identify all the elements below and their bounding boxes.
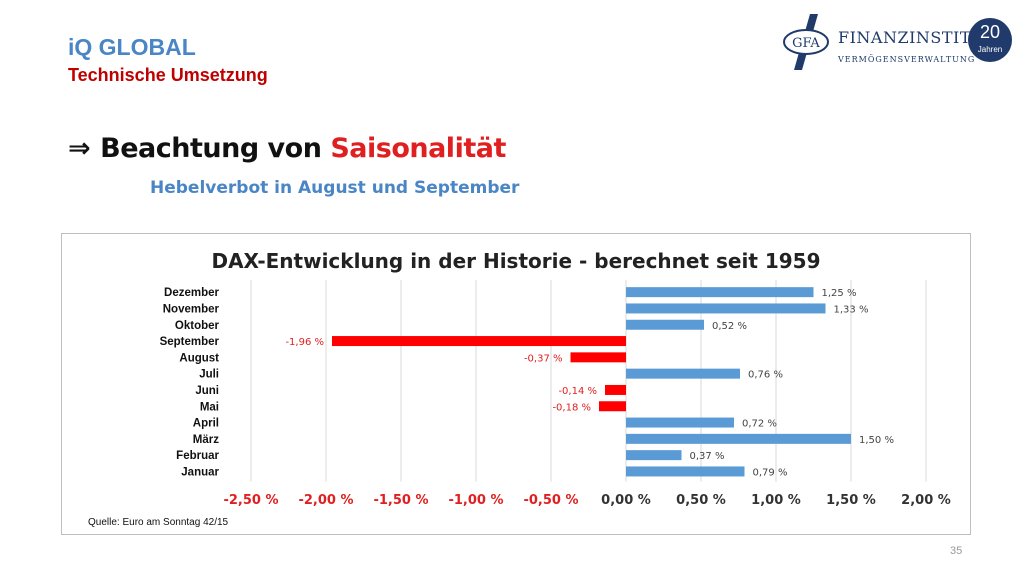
page-number: 35 xyxy=(950,545,963,557)
category-label: Januar xyxy=(181,466,219,478)
header-subtitle: Technische Umsetzung xyxy=(68,65,268,85)
category-label: August xyxy=(179,352,219,364)
header-title: iQ GLOBAL xyxy=(68,34,196,60)
dax-seasonality-chart: DAX-Entwicklung in der Historie - berech… xyxy=(88,249,951,528)
x-tick-label: -0,50 % xyxy=(523,493,578,508)
category-label: Juni xyxy=(195,385,219,397)
implies-arrow-icon: ⇒ xyxy=(68,133,91,164)
bar xyxy=(626,417,734,428)
logo-name: FINANZINSTITUT xyxy=(838,28,997,47)
category-label: Oktober xyxy=(175,320,220,332)
anniversary-badge xyxy=(968,18,1012,62)
chart-title: DAX-Entwicklung in der Historie - berech… xyxy=(211,249,820,273)
x-tick-label: -1,50 % xyxy=(373,493,428,508)
bar xyxy=(626,287,814,298)
data-label: 0,79 % xyxy=(753,467,788,478)
data-label: 0,52 % xyxy=(712,321,747,332)
data-label: 1,33 % xyxy=(834,304,869,315)
bar xyxy=(605,384,626,395)
category-label: Mai xyxy=(200,401,219,413)
data-label: 0,76 % xyxy=(748,370,783,381)
headline: ⇒ Beachtung von Saisonalität xyxy=(68,133,506,164)
badge-word: Jahren xyxy=(977,45,1003,54)
category-label: März xyxy=(193,434,219,446)
x-tick-label: 1,00 % xyxy=(751,493,801,508)
bar xyxy=(626,450,682,461)
badge-number: 20 xyxy=(979,22,1001,42)
data-label: -0,37 % xyxy=(524,353,563,364)
category-label: November xyxy=(163,303,220,315)
x-tick-label: 1,50 % xyxy=(826,493,876,508)
headline-highlight: Saisonalität xyxy=(330,133,506,164)
logo-tagline: VERMÖGENSVERWALTUNG xyxy=(838,55,976,64)
bar xyxy=(570,352,626,363)
bar xyxy=(626,466,745,477)
x-tick-label: 2,00 % xyxy=(901,493,951,508)
bar xyxy=(626,368,740,379)
x-tick-label: -1,00 % xyxy=(448,493,503,508)
bar xyxy=(599,401,626,412)
gfa-logo-mark: GFA xyxy=(783,14,829,70)
data-label: -0,18 % xyxy=(552,402,591,413)
bar xyxy=(626,433,851,444)
x-tick-label: 0,50 % xyxy=(676,493,726,508)
data-label: -1,96 % xyxy=(285,337,324,348)
bar xyxy=(626,303,826,314)
x-tick-label: 0,00 % xyxy=(601,493,651,508)
chart-container: DAX-Entwicklung in der Historie - berech… xyxy=(61,233,971,535)
headline-prefix: Beachtung von xyxy=(100,133,322,164)
category-label: September xyxy=(160,336,220,348)
data-label: -0,14 % xyxy=(558,386,597,397)
data-label: 1,25 % xyxy=(822,288,857,299)
data-label: 1,50 % xyxy=(859,435,894,446)
subline: Hebelverbot in August und September xyxy=(150,178,520,198)
category-label: Februar xyxy=(176,450,219,462)
logo-mark-text: GFA xyxy=(792,36,820,51)
data-label: 0,72 % xyxy=(742,419,777,430)
category-label: April xyxy=(193,418,219,430)
chart-source: Quelle: Euro am Sonntag 42/15 xyxy=(88,517,229,528)
x-tick-label: -2,50 % xyxy=(223,493,278,508)
category-label: Dezember xyxy=(164,287,219,299)
bar xyxy=(626,319,704,330)
x-tick-label: -2,00 % xyxy=(298,493,353,508)
data-label: 0,37 % xyxy=(690,451,725,462)
category-label: Juli xyxy=(199,369,219,381)
bar xyxy=(332,336,626,347)
